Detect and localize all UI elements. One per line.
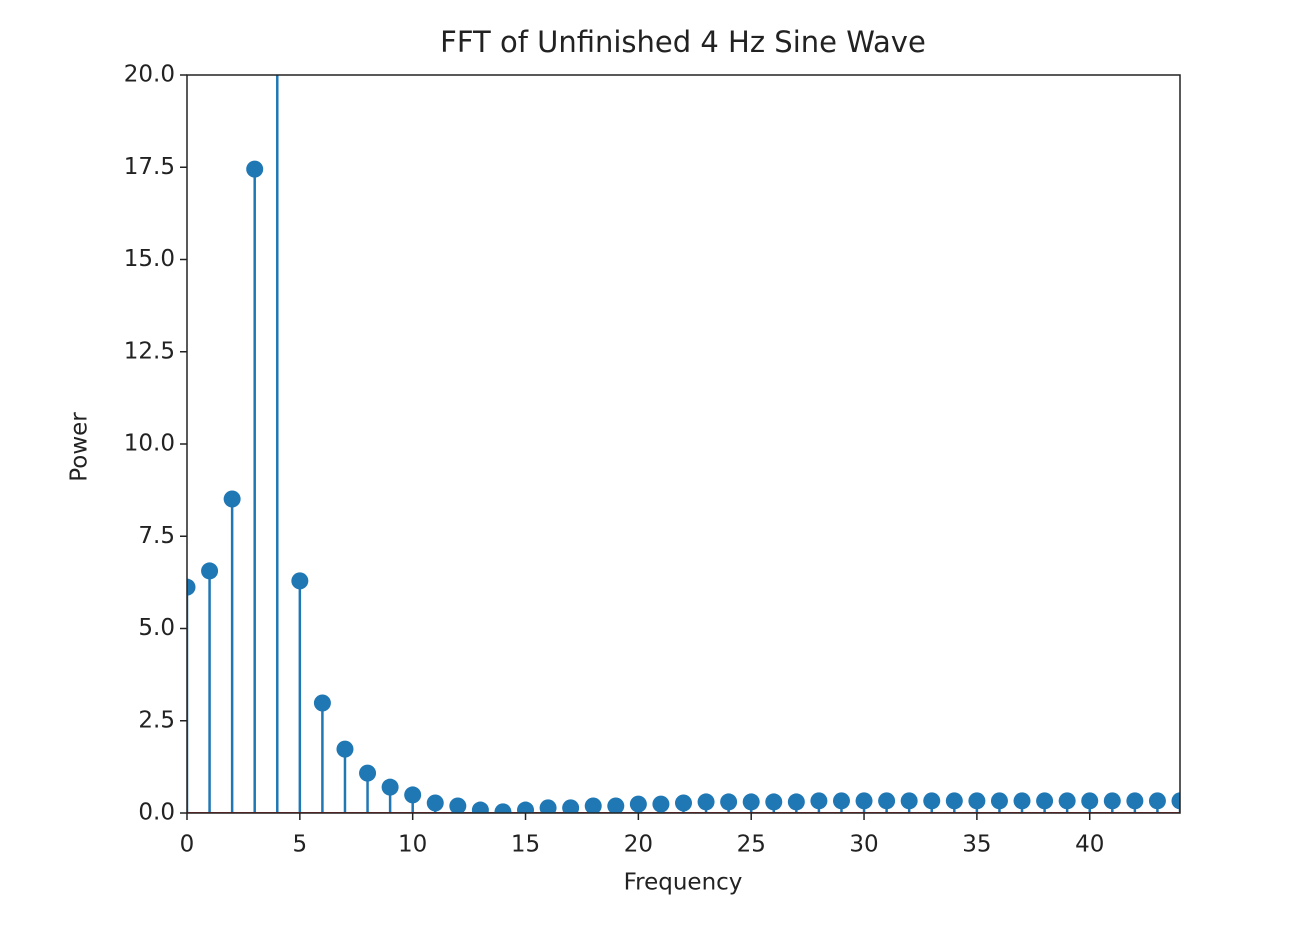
y-tick-label: 12.5 (124, 338, 175, 364)
stem-marker (381, 778, 399, 796)
y-tick-label: 5.0 (138, 615, 175, 641)
x-tick-label: 0 (180, 832, 195, 858)
y-tick-label: 17.5 (124, 154, 175, 180)
stem-marker (291, 572, 309, 590)
x-tick-label: 10 (398, 832, 427, 858)
stem-marker (187, 578, 196, 596)
stem-marker (426, 794, 444, 812)
stem-marker (1126, 792, 1144, 810)
x-tick-label: 20 (624, 832, 653, 858)
x-tick-label: 30 (849, 832, 878, 858)
stem-marker (968, 792, 986, 810)
stem-marker (1036, 792, 1054, 810)
stem-marker (990, 792, 1008, 810)
stem-marker (584, 797, 602, 813)
x-axis-label: Frequency (624, 870, 743, 896)
x-tick-label: 40 (1075, 832, 1104, 858)
y-tick-label: 20.0 (124, 62, 175, 88)
stem-marker (201, 562, 219, 580)
stem-marker (878, 792, 896, 810)
stem-marker (675, 794, 692, 812)
stem-marker (1058, 792, 1076, 810)
stem-marker (697, 793, 715, 811)
plot-area (187, 75, 1180, 813)
plot-frame (186, 74, 1181, 814)
stem-marker (404, 786, 422, 804)
stem-marker (607, 797, 625, 813)
y-tick-label: 10.0 (124, 431, 175, 457)
x-tick-label: 5 (293, 832, 308, 858)
stem-marker (449, 797, 467, 813)
y-tick-label: 2.5 (138, 707, 175, 733)
stem-marker (945, 792, 963, 810)
stem-marker (787, 793, 805, 811)
x-tick-label: 25 (737, 832, 766, 858)
stem-marker (359, 764, 377, 782)
stem-marker (1171, 792, 1180, 810)
stem-marker (539, 799, 557, 813)
stem-marker (562, 799, 580, 813)
stem-marker (629, 795, 647, 813)
y-axis-label: Power (67, 412, 93, 482)
stem-marker (246, 160, 264, 178)
y-tick-label: 0.0 (138, 800, 175, 826)
stem-marker (742, 793, 760, 811)
x-tick-label: 15 (511, 832, 540, 858)
stem-marker (720, 793, 738, 811)
stem-marker (336, 740, 354, 758)
stem-marker (832, 792, 850, 810)
x-tick-label: 35 (962, 832, 991, 858)
stem-marker (900, 792, 918, 810)
stem-marker (1148, 792, 1166, 810)
stem-marker (810, 792, 828, 810)
stem-marker (765, 793, 783, 811)
stem-marker (923, 792, 941, 810)
stem-marker (313, 694, 331, 712)
stem-marker (1081, 792, 1099, 810)
stem-marker (471, 801, 489, 813)
stem-marker (517, 801, 535, 813)
stem-marker (652, 795, 670, 813)
chart-title: FFT of Unfinished 4 Hz Sine Wave (440, 25, 926, 59)
stem-marker (855, 792, 873, 810)
stem-marker (494, 803, 512, 813)
y-tick-label: 7.5 (138, 523, 175, 549)
stem-marker (1103, 792, 1121, 810)
y-tick-label: 15.0 (124, 246, 175, 272)
stem-marker (223, 490, 241, 508)
stem-marker (1013, 792, 1031, 810)
